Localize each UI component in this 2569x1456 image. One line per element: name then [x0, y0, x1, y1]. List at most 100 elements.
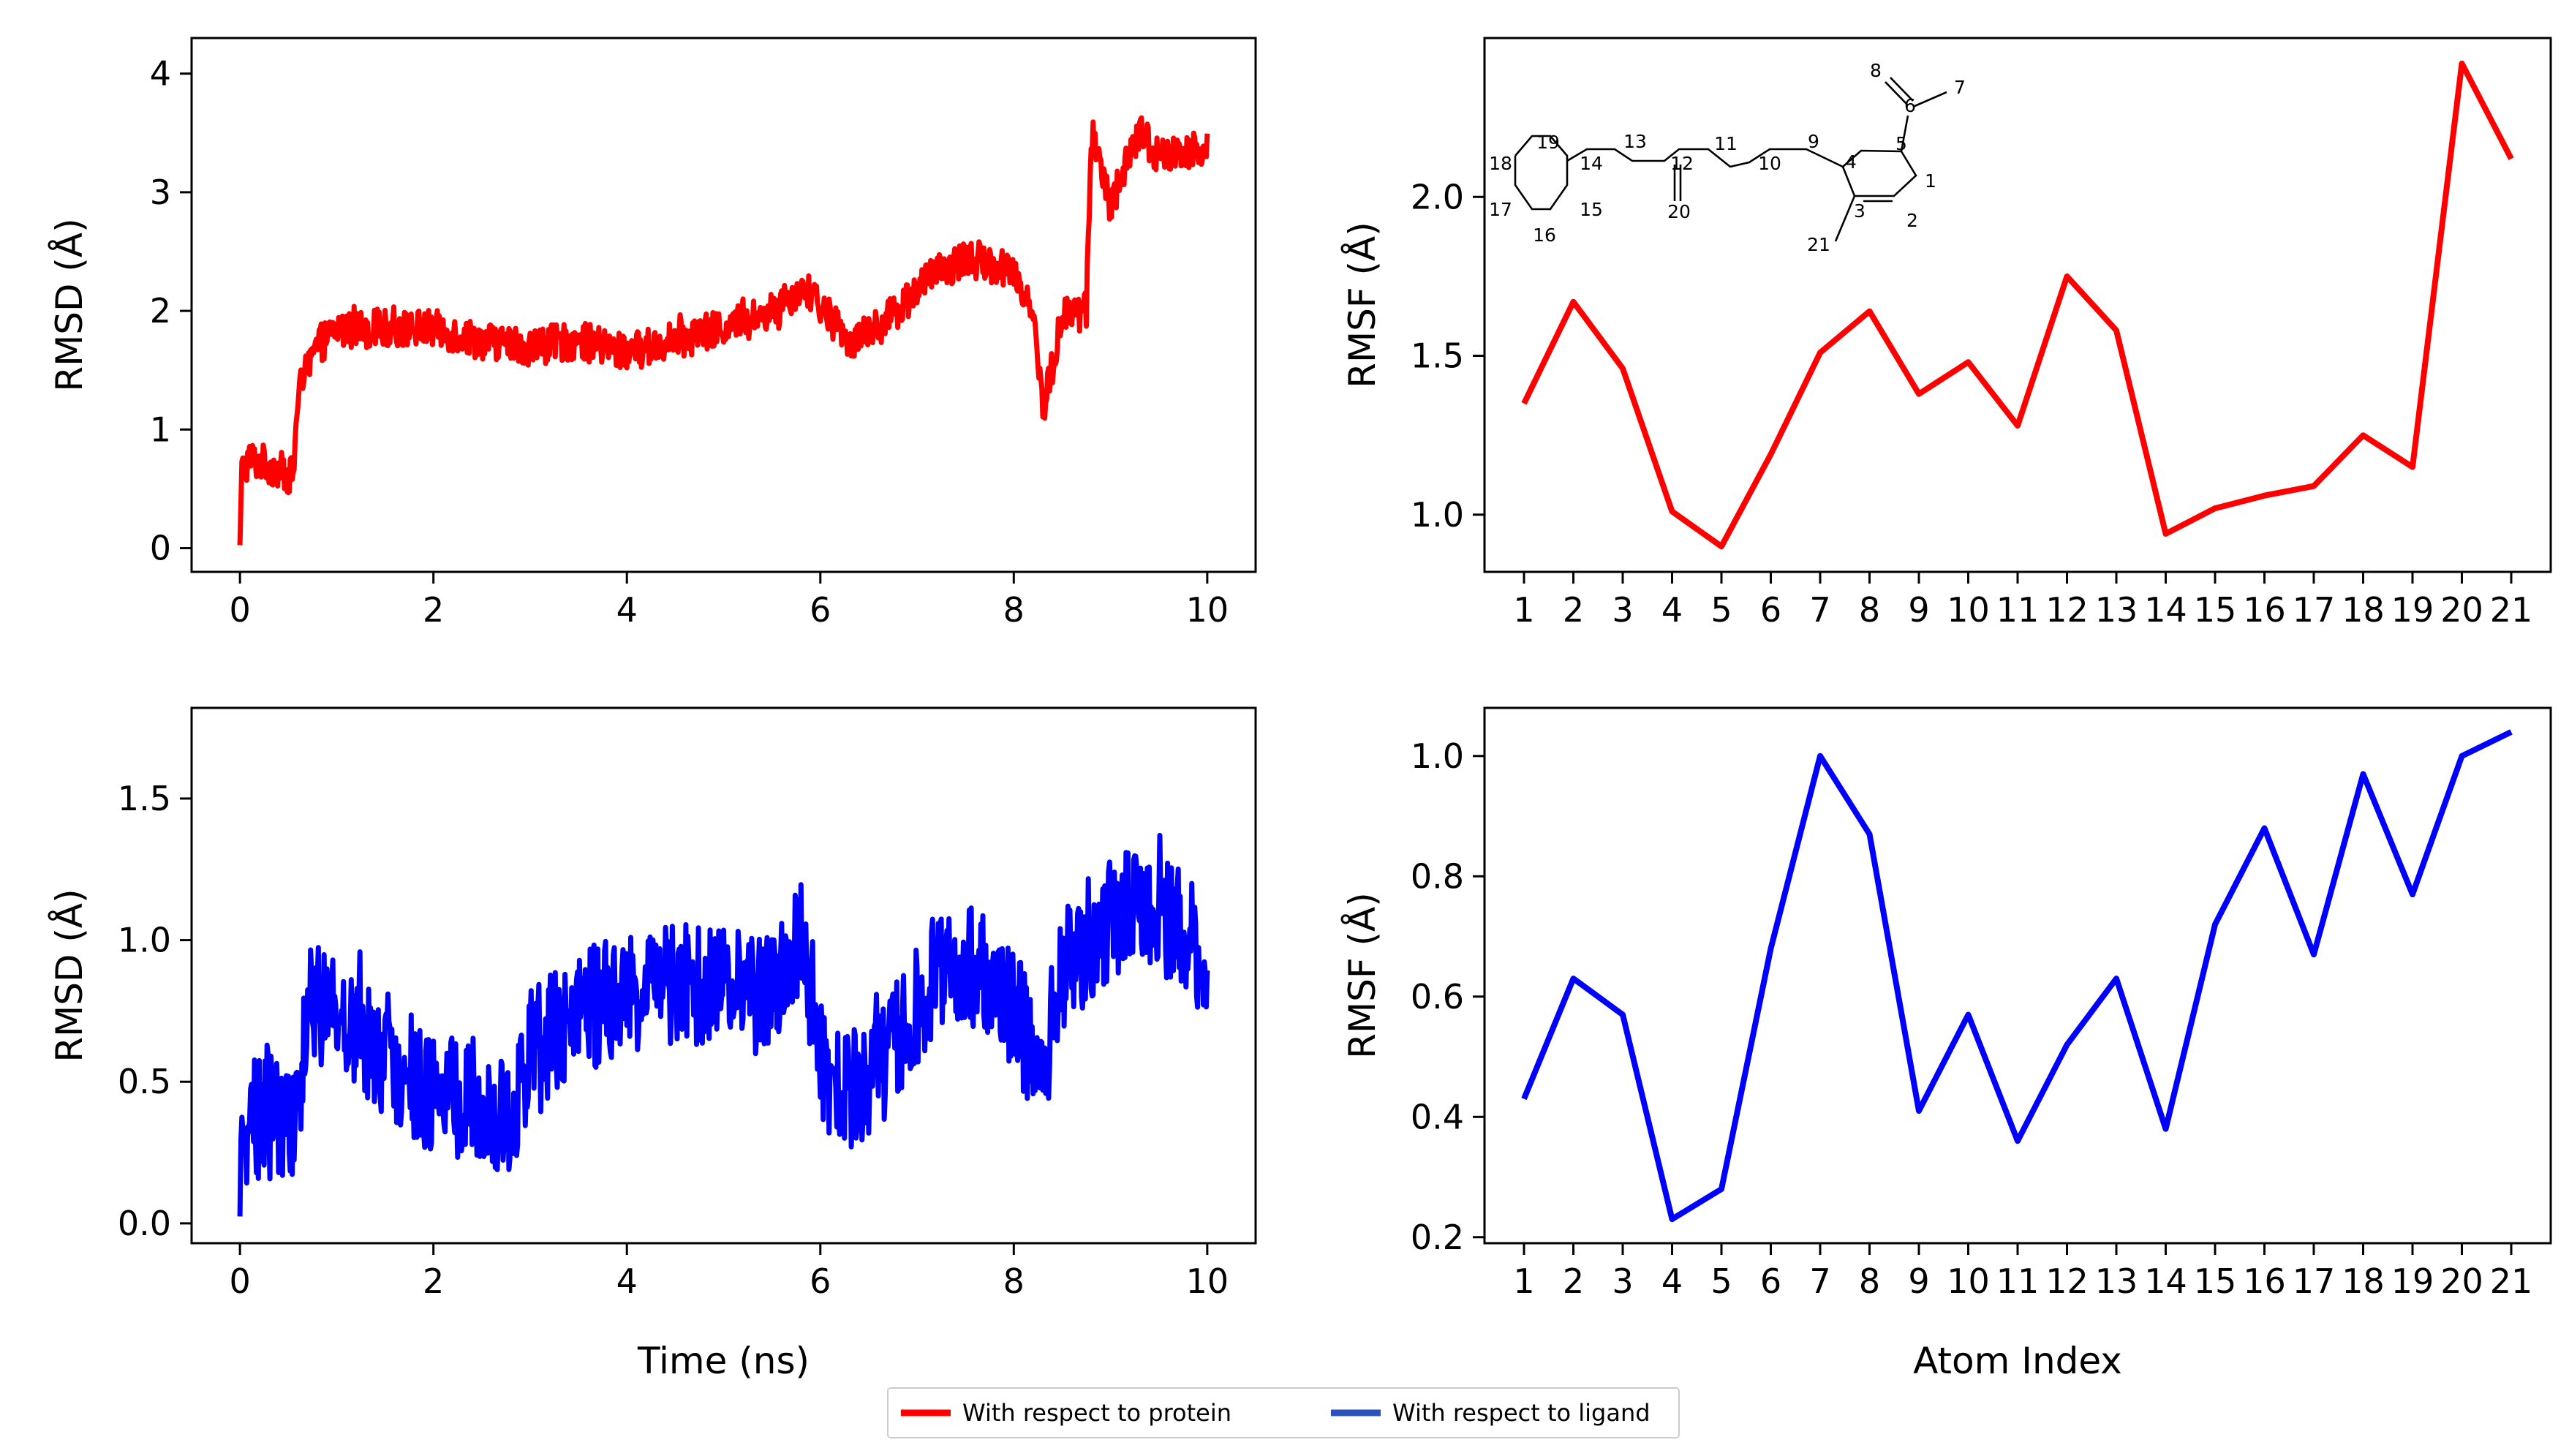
axes-frame: [190, 37, 1257, 573]
x-tick-label: 20: [2440, 1261, 2483, 1301]
x-tick-label: 18: [2342, 590, 2385, 630]
x-tick-label: 7: [1809, 590, 1830, 630]
x-axis-label: Atom Index: [1913, 1340, 2122, 1382]
y-tick-label: 0.0: [118, 1204, 171, 1243]
x-tick-label: 4: [616, 590, 638, 630]
y-tick-label: 2.0: [1411, 177, 1464, 216]
x-tick-label: 0: [229, 1261, 250, 1301]
x-tick-label: 17: [2293, 1261, 2336, 1301]
x-tick-label: 11: [1996, 590, 2040, 630]
x-tick-label: 3: [1612, 1261, 1633, 1301]
x-tick-label: 13: [2095, 590, 2138, 630]
x-tick-label: 10: [1947, 590, 1990, 630]
y-tick-label: 0: [150, 529, 171, 568]
series-line: [1521, 60, 2514, 550]
y-tick-label: 1.5: [1411, 336, 1464, 376]
y-tick-label: 1.0: [118, 921, 171, 960]
x-tick-label: 6: [1760, 590, 1781, 630]
y-tick-label: 4: [150, 54, 171, 94]
x-tick-label: 2: [423, 590, 444, 630]
x-tick-label: 4: [1661, 590, 1683, 630]
x-tick-label: 16: [2243, 590, 2286, 630]
y-tick-label: 1.0: [1411, 495, 1464, 535]
y-axis-label: RMSF (Å): [1341, 892, 1384, 1059]
x-tick-label: 20: [2440, 590, 2483, 630]
x-tick-label: 12: [2045, 590, 2089, 630]
x-tick-label: 2: [1563, 590, 1584, 630]
x-tick-label: 13: [2095, 1261, 2138, 1301]
x-tick-label: 5: [1710, 590, 1732, 630]
atom-label: 19: [1536, 132, 1560, 153]
rmsd-ligand-chart: 0 2 4 6 8 10 0.0 0.5 1.0 1.5 RMSD (Å) Time (ns): [48, 706, 1257, 1382]
x-tick-label: 19: [2391, 1261, 2434, 1301]
atom-label: 5: [1895, 133, 1907, 154]
x-tick-label: 10: [1947, 1261, 1990, 1301]
x-tick-label: 21: [2490, 1261, 2533, 1301]
y-tick-label: 1: [150, 410, 171, 449]
x-tick-label: 8: [1003, 590, 1025, 630]
atom-label: 10: [1758, 153, 1781, 174]
legend: With respect to protein With respect to …: [887, 1387, 1680, 1438]
x-tick-label: 10: [1186, 590, 1229, 630]
x-tick-label: 10: [1186, 1261, 1229, 1301]
x-tick-label: 2: [1563, 1261, 1584, 1301]
series-line: [1521, 729, 2513, 1223]
atom-label: 11: [1714, 133, 1738, 154]
atom-label: 18: [1489, 153, 1512, 174]
atom-label: 3: [1854, 200, 1866, 222]
x-tick-label: 15: [2194, 590, 2237, 630]
atom-label: 1: [1925, 170, 1936, 192]
x-tick-label: 14: [2144, 590, 2187, 630]
atom-label: 17: [1489, 199, 1512, 220]
y-axis-label: RMSD (Å): [48, 218, 91, 391]
y-axis-label: RMSF (Å): [1341, 222, 1384, 388]
axes-frame: [190, 706, 1257, 1245]
atom-label: 12: [1670, 153, 1694, 174]
x-tick-label: 4: [1661, 1261, 1683, 1301]
x-tick-label: 5: [1710, 1261, 1732, 1301]
y-tick-label: 0.4: [1411, 1097, 1464, 1136]
atom-label: 8: [1870, 60, 1882, 81]
x-tick-label: 17: [2293, 590, 2336, 630]
x-tick-label: 12: [2045, 1261, 2089, 1301]
y-tick-label: 0.2: [1411, 1218, 1464, 1257]
x-tick-label: 3: [1612, 590, 1633, 630]
x-tick-label: 0: [229, 590, 250, 630]
x-tick-label: 2: [423, 1261, 444, 1301]
x-tick-label: 4: [616, 1261, 638, 1301]
x-tick-label: 8: [1859, 590, 1880, 630]
y-tick-label: 0.8: [1411, 856, 1464, 896]
y-tick-label: 0.6: [1411, 977, 1464, 1016]
atom-label: 4: [1845, 151, 1857, 173]
rmsf-protein-chart: 1 2 3 4 5 6 7 8 9 10 11 12 13 14 15 16 17 18 19 20 211.01.52…: [1341, 37, 2552, 630]
x-tick-label: 8: [1859, 1261, 1880, 1301]
y-tick-label: 3: [150, 173, 171, 212]
atom-label: 20: [1667, 201, 1691, 222]
atom-label: 2: [1906, 210, 1918, 231]
y-tick-label: 1.5: [118, 779, 171, 818]
molecule-structure-inset: 19 18 17 16 15 14 13 12 20 11 10 9 4 5 6 8 7 12 3 21: [1486, 54, 1991, 274]
x-axis-label: Time (ns): [637, 1340, 810, 1382]
atom-label: 14: [1580, 153, 1603, 174]
legend-protein-label: With respect to protein: [962, 1399, 1231, 1427]
series-line: [237, 832, 1210, 1217]
x-tick-label: 18: [2342, 1261, 2385, 1301]
x-tick-label: 7: [1809, 1261, 1830, 1301]
atom-label: 16: [1533, 225, 1556, 246]
x-tick-label: 1: [1513, 590, 1534, 630]
series-line: [237, 115, 1210, 546]
y-tick-label: 2: [150, 291, 171, 331]
x-tick-label: 16: [2243, 1261, 2286, 1301]
x-tick-label: 21: [2490, 590, 2533, 630]
x-tick-label: 19: [2391, 590, 2434, 630]
y-tick-label: 0.5: [118, 1062, 171, 1101]
atom-label: 21: [1807, 234, 1830, 255]
atom-label: 6: [1904, 95, 1916, 116]
rmsd-protein-chart: 0 2 4 6 8 10 0 1 2 3 4 RMSD (Å): [48, 37, 1257, 630]
x-tick-label: 15: [2194, 1261, 2237, 1301]
x-tick-label: 11: [1996, 1261, 2040, 1301]
x-tick-label: 6: [810, 590, 831, 630]
y-axis-label: RMSD (Å): [48, 889, 91, 1062]
atom-label: 9: [1808, 131, 1819, 152]
